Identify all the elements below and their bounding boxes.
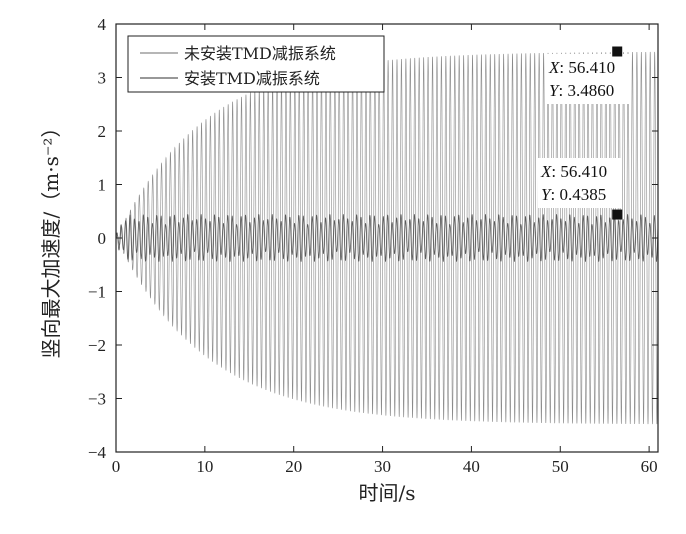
datatip-x-sep: : xyxy=(559,58,568,77)
datatip-x-line: X: 56.410 xyxy=(548,58,615,77)
series-layer xyxy=(115,51,659,425)
datatip-x-key: X xyxy=(540,162,552,181)
datatip-box xyxy=(546,54,630,104)
datatip-y-sep: : xyxy=(550,185,559,204)
datatip-marker xyxy=(612,46,623,57)
series-untreated-line xyxy=(115,51,659,425)
x-axis-label: 时间/s xyxy=(358,481,415,505)
x-tick-label: 10 xyxy=(196,457,213,476)
datatip-x-sep: : xyxy=(551,162,560,181)
legend-box xyxy=(127,35,385,93)
legend-label-tmd: 安装TMD减振系统 xyxy=(184,69,320,88)
y-tick-label: −1 xyxy=(88,283,106,302)
y-tick-label: 2 xyxy=(98,122,107,141)
datatip-tmd: X: 56.410 Y: 0.4385 xyxy=(538,158,623,220)
y-tick-label: 3 xyxy=(98,69,107,88)
datatip-y-value: 0.4385 xyxy=(559,185,606,204)
datatip-x-value: 56.410 xyxy=(560,162,607,181)
datatip-y-value: 3.4860 xyxy=(567,81,614,100)
datatip-y-sep: : xyxy=(558,81,567,100)
datatip-y-line: Y: 0.4385 xyxy=(541,185,606,204)
datatip-untreated: X: 56.410 Y: 3.4860 xyxy=(546,46,630,104)
datatip-x-line: X: 56.410 xyxy=(540,162,607,181)
x-tick-label: 40 xyxy=(463,457,480,476)
datatip-y-key: Y xyxy=(549,81,560,100)
x-tick-label: 20 xyxy=(285,457,302,476)
series-tmd-line xyxy=(115,214,659,262)
datatip-x-value: 56.410 xyxy=(568,58,615,77)
x-tick-label: 60 xyxy=(641,457,658,476)
x-tick-label: 30 xyxy=(374,457,391,476)
y-tick-label: −2 xyxy=(88,336,106,355)
y-tick-label: 4 xyxy=(98,15,107,34)
datatip-y-key: Y xyxy=(541,185,552,204)
y-tick-label: −3 xyxy=(88,390,106,409)
legend: 未安装TMD减振系统 安装TMD减振系统 xyxy=(127,35,385,93)
y-tick-label: 1 xyxy=(98,176,107,195)
datatip-box xyxy=(538,158,622,208)
y-tick-label: 0 xyxy=(98,229,107,248)
datatip-y-line: Y: 3.4860 xyxy=(549,81,614,100)
ticks-layer: 0 10 20 30 40 50 60 −4 −3 −2 −1 0 1 2 3 4 xyxy=(88,15,658,476)
y-axis-label: 竖向最大加速度/（m·s⁻²） xyxy=(39,118,63,359)
x-tick-label: 0 xyxy=(112,457,121,476)
legend-label-untreated: 未安装TMD减振系统 xyxy=(184,44,336,63)
datatip-marker xyxy=(612,209,623,220)
datatip-x-key: X xyxy=(548,58,560,77)
x-tick-label: 50 xyxy=(552,457,569,476)
y-tick-label: −4 xyxy=(88,443,107,462)
